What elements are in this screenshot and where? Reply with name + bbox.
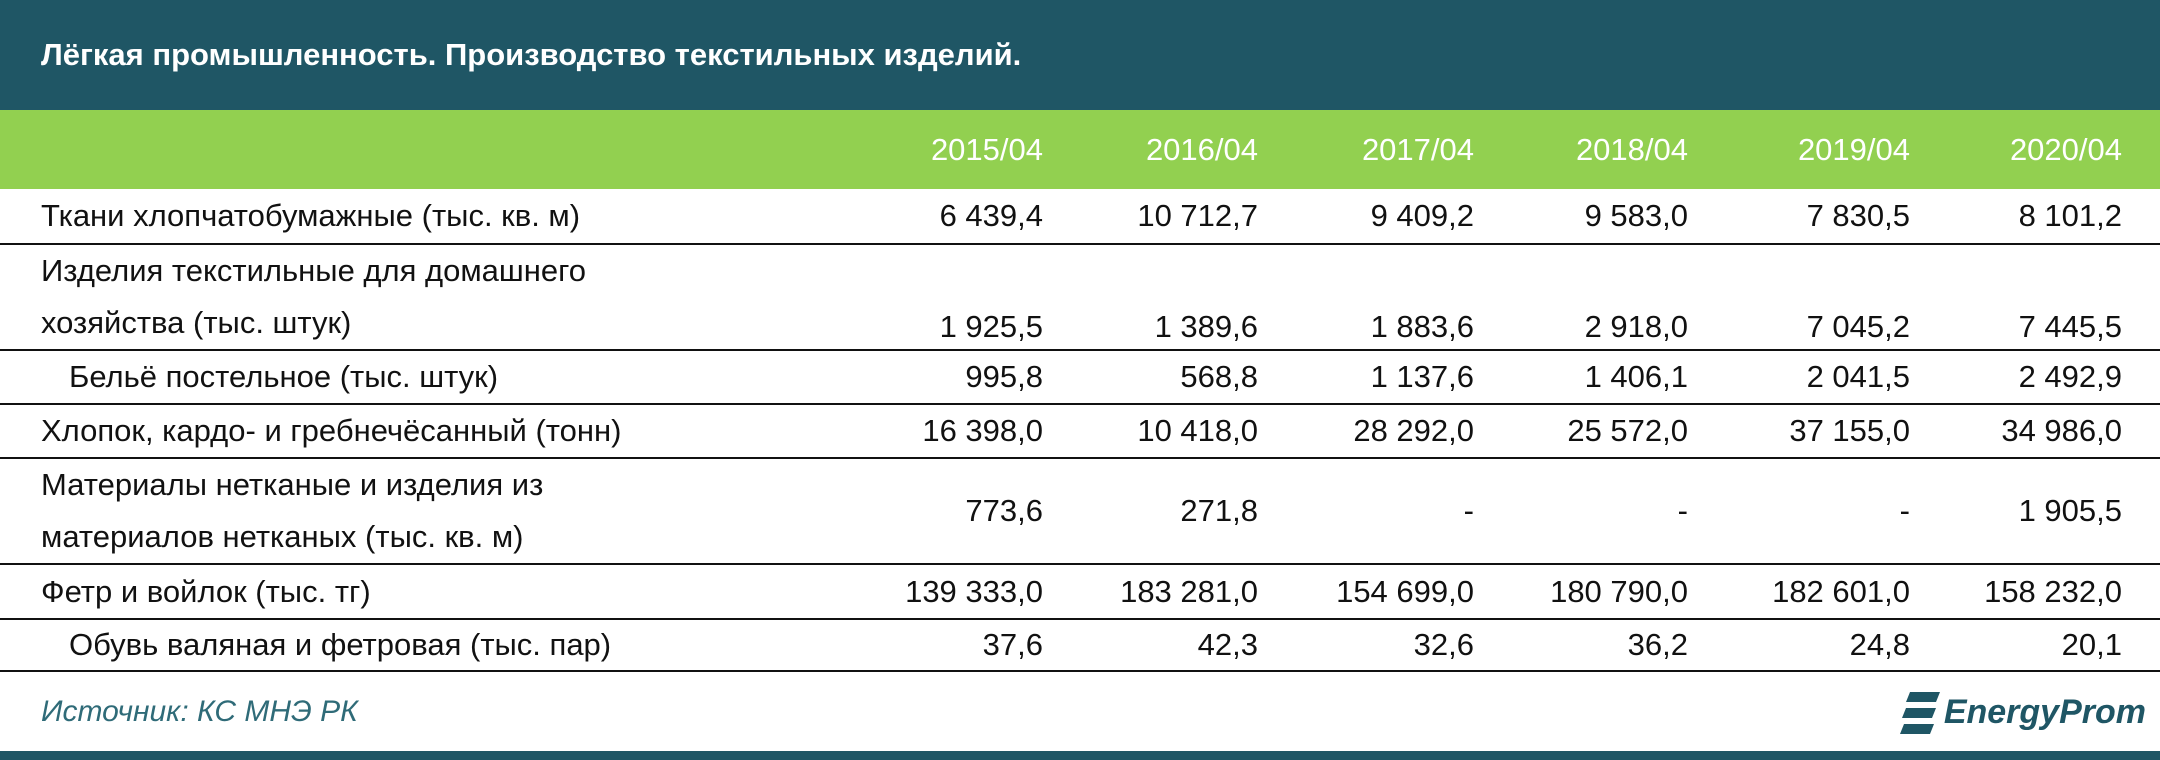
row-label: Материалы нетканые и изделия из материало…: [41, 459, 543, 563]
logo-icon: [1899, 691, 1940, 734]
row-label: Хлопок, кардо- и гребнечёсанный (тонн): [41, 405, 621, 457]
cell-value: 773,6: [965, 493, 1043, 528]
logo-text: EnergyProm: [1943, 693, 2146, 731]
cell-value: 28 292,0: [1353, 413, 1474, 448]
cell-value: 37 155,0: [1789, 413, 1910, 448]
title: Лёгкая промышленность. Производство текс…: [0, 0, 2160, 110]
cell-value: 42,3: [1197, 627, 1258, 662]
label-line: материалов нетканых (тыс. кв. м): [41, 519, 524, 554]
cell-value: -: [1463, 493, 1474, 528]
cell-value: 32,6: [1413, 627, 1474, 662]
cell-value: 2 918,0: [1584, 309, 1688, 344]
cell-value: 995,8: [965, 359, 1043, 394]
row-label: Фетр и войлок (тыс. тг): [41, 565, 371, 618]
label-line: Материалы нетканые и изделия из: [41, 467, 544, 502]
label-line: Изделия текстильные для домашнего: [41, 253, 586, 288]
row-label: Ткани хлопчатобумажные (тыс. кв. м): [41, 189, 580, 243]
label-line: Обувь валяная и фетровая (тыс. пар): [69, 627, 612, 662]
table-row: Фетр и войлок (тыс. тг) 139 333,0 183 281,…: [0, 565, 2160, 620]
table-row: Ткани хлопчатобумажные (тыс. кв. м) 6 439…: [0, 189, 2160, 245]
cell-value: 154 699,0: [1336, 573, 1474, 609]
cell-value: 10 418,0: [1137, 413, 1258, 448]
cell-value: 271,8: [1180, 493, 1258, 528]
header-row: 2015/04 2016/04 2017/04 2018/04 2019/04 2020/…: [0, 110, 2160, 189]
cell-value: 1 925,5: [939, 309, 1043, 344]
cell-value: 7 445,5: [2018, 309, 2122, 344]
cell-value: 183 281,0: [1120, 573, 1258, 609]
cell-value: 1 389,6: [1154, 309, 1258, 344]
cell-value: 20,1: [2061, 627, 2122, 662]
table-row: Обувь валяная и фетровая (тыс. пар) 37,6 4…: [0, 620, 2160, 672]
cell-value: 1 137,6: [1370, 359, 1474, 394]
cell-value: 37,6: [982, 627, 1043, 662]
source: Источник: КС МНЭ РК: [41, 695, 358, 728]
column-header: 2015/04: [930, 132, 1043, 167]
cell-value: 7 830,5: [1806, 198, 1910, 233]
row-label: Изделия текстильные для домашнего хозяйст…: [41, 245, 586, 349]
cell-value: 7 045,2: [1806, 309, 1910, 344]
cell-value: 25 572,0: [1567, 413, 1688, 448]
row-label: Обувь валяная и фетровая (тыс. пар): [69, 620, 611, 670]
cell-value: 1 406,1: [1584, 359, 1688, 394]
cell-value: 2 492,9: [2018, 359, 2122, 394]
cell-value: 6 439,4: [939, 198, 1043, 233]
cell-value: 10 712,7: [1137, 198, 1258, 233]
logo: EnergyProm: [1899, 685, 2146, 740]
cell-value: -: [1899, 493, 1910, 528]
cell-value: 1 883,6: [1370, 309, 1474, 344]
cell-value: 9 583,0: [1584, 198, 1688, 233]
row-label: Бельё постельное (тыс. штук): [69, 351, 498, 403]
label-line: Фетр и войлок (тыс. тг): [41, 573, 371, 609]
cell-value: 9 409,2: [1370, 198, 1474, 233]
cell-value: 1 905,5: [2018, 493, 2122, 528]
table-row: Изделия текстильные для домашнего хозяйст…: [0, 245, 2160, 351]
column-header: 2019/04: [1797, 132, 1910, 167]
cell-value: 8 101,2: [2018, 198, 2122, 233]
cell-value: 158 232,0: [1984, 573, 2122, 609]
column-header: 2016/04: [1145, 132, 1258, 167]
table-row: Хлопок, кардо- и гребнечёсанный (тонн) 16…: [0, 405, 2160, 459]
cell-value: 139 333,0: [905, 573, 1043, 609]
table-row: Материалы нетканые и изделия из материало…: [0, 459, 2160, 565]
table-row: Бельё постельное (тыс. штук) 995,8 568,8 1 …: [0, 351, 2160, 405]
label-line: Хлопок, кардо- и гребнечёсанный (тонн): [41, 413, 622, 448]
column-header: 2017/04: [1361, 132, 1474, 167]
label-line: Ткани хлопчатобумажные (тыс. кв. м): [41, 198, 581, 233]
column-header: 2020/04: [2009, 132, 2122, 167]
cell-value: 180 790,0: [1550, 573, 1688, 609]
bottom-bar: [0, 751, 2160, 760]
cell-value: 182 601,0: [1772, 573, 1910, 609]
cell-value: -: [1677, 493, 1688, 528]
cell-value: 36,2: [1627, 627, 1688, 662]
label-line: хозяйства (тыс. штук): [41, 305, 352, 340]
cell-value: 34 986,0: [2001, 413, 2122, 448]
cell-value: 2 041,5: [1806, 359, 1910, 394]
cell-value: 24,8: [1849, 627, 1910, 662]
cell-value: 568,8: [1180, 359, 1258, 394]
cell-value: 16 398,0: [922, 413, 1043, 448]
label-line: Бельё постельное (тыс. штук): [69, 359, 499, 394]
column-header: 2018/04: [1575, 132, 1688, 167]
